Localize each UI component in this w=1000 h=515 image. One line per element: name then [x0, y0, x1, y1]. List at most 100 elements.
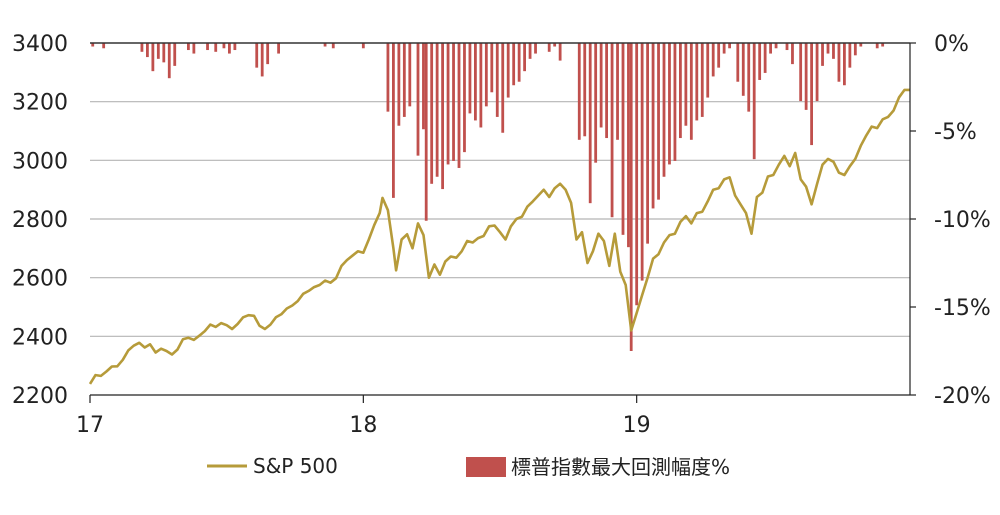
legend-label-sp500: S&P 500 [253, 454, 338, 478]
drawdown-bar [506, 43, 510, 98]
drawdown-bar [255, 43, 259, 68]
drawdown-bar [689, 43, 693, 140]
drawdown-bar [558, 43, 562, 61]
y-right-tick-label: -20% [934, 384, 991, 409]
drawdown-bar [490, 43, 494, 93]
drawdown-bar [763, 43, 767, 73]
drawdown-bar [774, 43, 778, 49]
y-right-tick-label: 0% [934, 32, 969, 57]
drawdown-bar [512, 43, 516, 86]
drawdown-bar [91, 43, 95, 47]
drawdown-bar [799, 43, 803, 102]
drawdown-bar [722, 43, 726, 54]
drawdown-bar [706, 43, 710, 98]
drawdown-bar [657, 43, 660, 200]
drawdown-bar [881, 43, 885, 47]
drawdown-bar [728, 43, 731, 49]
x-tick-label: 18 [349, 413, 377, 438]
drawdown-bar [222, 43, 226, 49]
drawdown-bar [695, 43, 699, 121]
drawdown-bar [523, 43, 526, 72]
chart-legend: S&P 500 標普指數最大回測幅度% [207, 454, 730, 479]
tick-labels: 3400 3200 3000 2800 2600 2400 2200 0% -5% -10% -15… [12, 32, 991, 438]
drawdown-bar [700, 43, 704, 117]
drawdown-bar [457, 43, 461, 168]
drawdown-bar [610, 43, 614, 218]
drawdown-bar [662, 43, 666, 177]
drawdown-bar [446, 43, 450, 165]
drawdown-bar [102, 43, 106, 49]
drawdown-bar [826, 43, 830, 54]
y-left-tick-label: 3000 [12, 149, 68, 174]
drawdown-bar [424, 43, 428, 221]
y-left-tick-label: 2200 [12, 384, 68, 409]
sp500-line-layer [88, 88, 910, 385]
drawdown-bar [392, 43, 395, 198]
drawdown-bar [167, 43, 171, 79]
drawdown-bar [151, 43, 155, 72]
drawdown-bar [435, 43, 439, 177]
drawdown-bar [736, 43, 740, 82]
drawdown-bar [260, 43, 264, 77]
drawdown-bar [323, 43, 327, 47]
drawdown-bar [848, 43, 852, 68]
legend-bar-swatch [466, 457, 506, 477]
drawdown-bar [422, 43, 425, 130]
drawdown-bar [821, 43, 824, 66]
drawdown-bar [397, 43, 401, 126]
drawdown-bar [501, 43, 505, 133]
drawdown-bar [479, 43, 483, 128]
drawdown-bar [517, 43, 521, 82]
drawdown-bar [832, 43, 835, 59]
drawdown-bar [785, 43, 789, 51]
legend-label-drawdown: 標普指數最大回測幅度% [511, 455, 730, 479]
drawdown-bar [577, 43, 581, 140]
y-left-tick-label: 3400 [12, 32, 68, 57]
drawdown-bar [717, 43, 721, 68]
drawdown-bar [452, 43, 455, 161]
drawdown-bar [534, 43, 537, 54]
drawdown-bar [408, 43, 412, 107]
drawdown-bar [430, 43, 434, 184]
drawdown-bar [173, 43, 177, 66]
drawdown-bar [741, 43, 745, 96]
drawdown-bars [91, 43, 885, 351]
drawdown-bar [616, 43, 619, 140]
y-right-tick-label: -15% [934, 296, 991, 321]
drawdown-bar [875, 43, 879, 49]
drawdown-bar [673, 43, 677, 161]
sp500-line [88, 88, 910, 385]
drawdown-bar [853, 43, 857, 56]
drawdown-bar [266, 43, 270, 65]
drawdown-bar [668, 43, 671, 165]
drawdown-bar [331, 43, 335, 49]
drawdown-bar [627, 43, 630, 248]
drawdown-bar [547, 43, 551, 52]
drawdown-bar [684, 43, 688, 126]
drawdown-bar [621, 43, 625, 235]
chart-axes [89, 42, 916, 403]
drawdown-bar [146, 43, 149, 58]
x-tick-label: 19 [623, 413, 651, 438]
drawdown-bar [277, 43, 280, 54]
y-right-tick-label: -10% [934, 208, 991, 233]
drawdown-bar [646, 43, 649, 244]
x-tick-label: 17 [76, 413, 104, 438]
drawdown-bar [599, 43, 603, 128]
y-right-tick-label: -5% [934, 120, 977, 145]
drawdown-bar [416, 43, 420, 156]
drawdown-bar [361, 43, 365, 49]
drawdown-bar [233, 43, 237, 51]
drawdown-bar [815, 43, 819, 102]
drawdown-bar [206, 43, 209, 51]
drawdown-bar [810, 43, 813, 146]
drawdown-bar [495, 43, 499, 117]
drawdown-bar [791, 43, 794, 65]
drawdown-bar [528, 43, 532, 59]
drawdown-bar [629, 43, 633, 351]
drawdown-bar [214, 43, 218, 52]
drawdown-bar [463, 43, 466, 153]
drawdown-bar [484, 43, 488, 107]
drawdown-bar [640, 43, 644, 281]
